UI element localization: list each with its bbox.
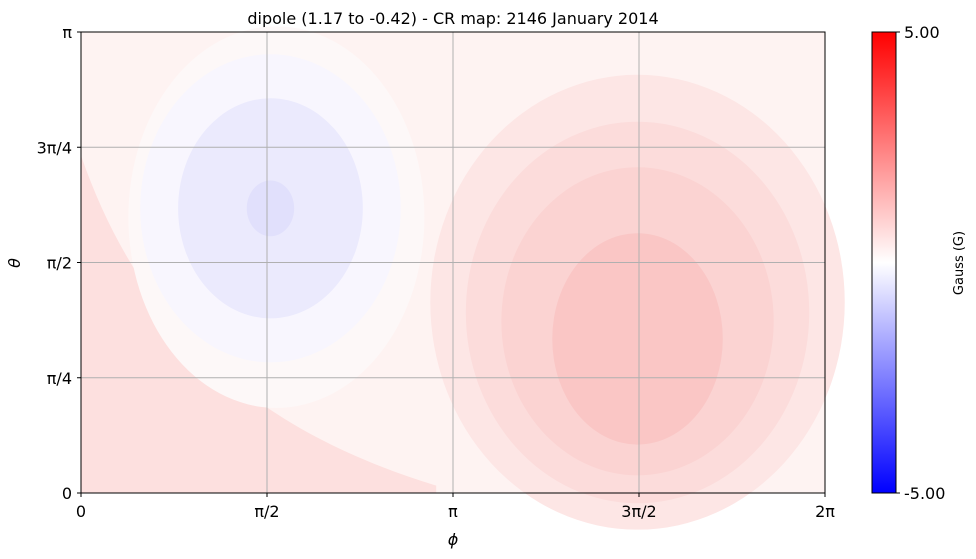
colorbar-max-label: 5.00 (904, 23, 940, 42)
y-tick-label-3: 3π/4 (37, 138, 72, 157)
y-axis-label: θ (5, 258, 24, 268)
y-tick-label-4: π (62, 23, 72, 42)
x-axis: 0 π/2 π 3π/2 2π (76, 493, 835, 521)
y-tick-label-0: 0 (62, 484, 72, 503)
colorbar-gradient (872, 32, 896, 493)
x-tick-label-4: 2π (815, 502, 835, 521)
colorbar-min-label: -5.00 (904, 484, 945, 503)
y-tick-label-2: π/2 (47, 254, 72, 273)
colorbar-frame (871, 31, 897, 494)
chart-title: dipole (1.17 to -0.42) - CR map: 2146 Ja… (247, 9, 658, 28)
y-tick-label-1: π/4 (47, 369, 72, 388)
x-tick-label-3: 3π/2 (621, 502, 656, 521)
contour-fill (81, 26, 845, 530)
colorbar-label: Gauss (G) (952, 231, 967, 295)
x-tick-label-1: π/2 (254, 502, 279, 521)
contour-negative-level-4 (246, 180, 295, 237)
x-tick-label-0: 0 (76, 502, 86, 521)
colorbar: 5.00 -5.00 Gauss (G) (871, 23, 967, 503)
contour-positive-level-4 (552, 233, 723, 445)
x-tick-label-2: π (448, 502, 458, 521)
plot-area: 0 π/2 π 3π/2 2π 0 π/4 π/2 3π/4 π (37, 23, 845, 530)
x-axis-label: ϕ (448, 530, 459, 549)
y-axis: 0 π/4 π/2 3π/4 π (37, 23, 81, 503)
contour-band-lowleft (81, 155, 437, 493)
